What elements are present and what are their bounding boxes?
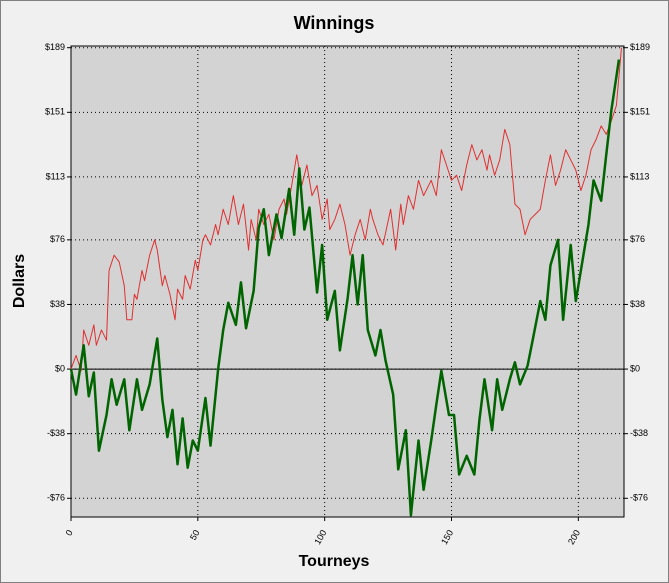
y-tick-label: $0	[55, 363, 65, 373]
y2-tick-label: $189	[630, 42, 650, 52]
y2-tick-label: $151	[630, 107, 650, 117]
y2-tick-label: $0	[630, 363, 640, 373]
y-tick-label: $76	[50, 234, 65, 244]
series-line	[69, 59, 621, 517]
y-tick-label: -$38	[47, 428, 65, 438]
x-tick-label: 0	[64, 528, 75, 537]
y2-tick-label: -$76	[630, 493, 648, 503]
y2-tick-label: $76	[630, 234, 645, 244]
y-tick-label: -$76	[47, 493, 65, 503]
y-tick-label: $189	[45, 42, 65, 52]
y-tick-label: $113	[46, 171, 65, 181]
chart-title: Winnings	[294, 13, 375, 33]
y-axis-label: Dollars	[11, 254, 28, 308]
x-axis-label: Tourneys	[299, 553, 370, 570]
y2-tick-label: $113	[630, 171, 649, 181]
plot-area	[70, 45, 625, 518]
y-tick-label: $38	[50, 299, 65, 309]
x-tick-label: 50	[188, 528, 202, 542]
y2-tick-label: -$38	[630, 428, 648, 438]
series-line	[70, 47, 622, 372]
y2-tick-label: $38	[630, 299, 645, 309]
y-tick-label: $151	[45, 107, 65, 117]
